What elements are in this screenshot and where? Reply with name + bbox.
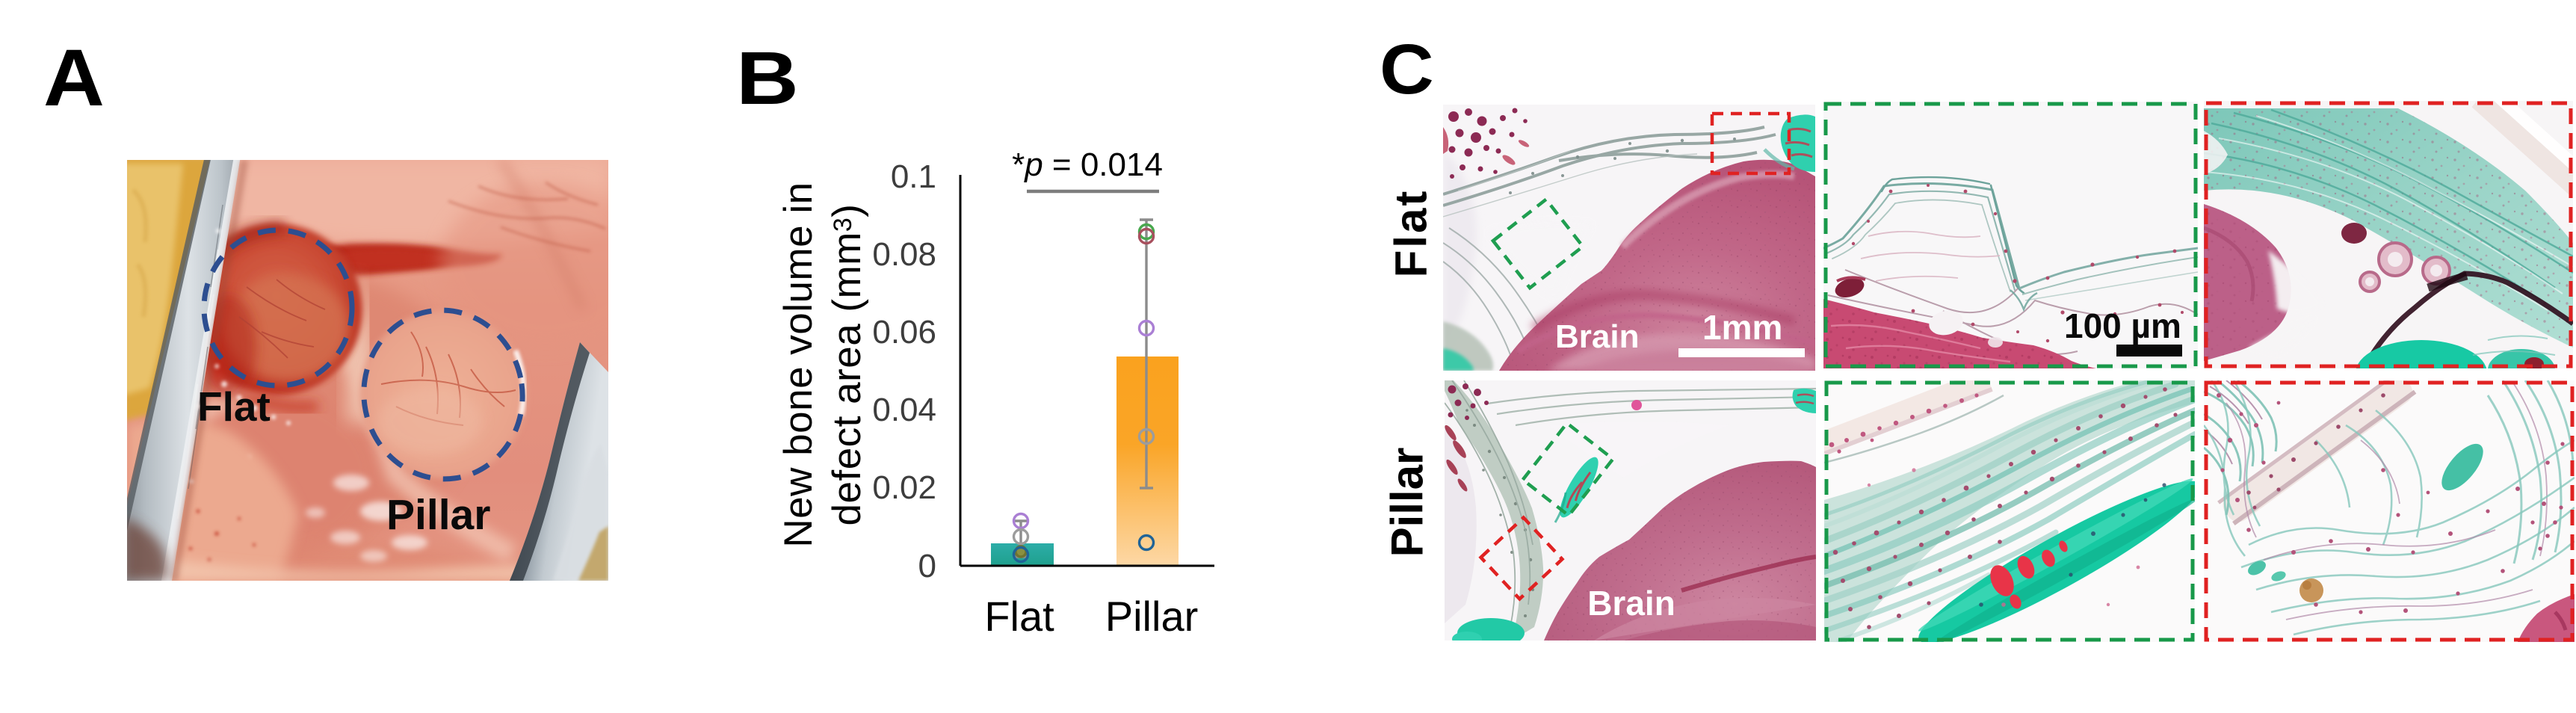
svg-text:0.06: 0.06	[872, 314, 936, 351]
svg-text:Pillar: Pillar	[386, 491, 490, 539]
svg-text:0.02: 0.02	[872, 469, 936, 506]
svg-text:Flat: Flat	[984, 593, 1054, 640]
svg-text:0.08: 0.08	[872, 236, 936, 273]
svg-text:Brain: Brain	[1587, 584, 1675, 623]
svg-text:Brain: Brain	[1555, 318, 1639, 355]
svg-text:100 µm: 100 µm	[2064, 306, 2181, 345]
svg-text:0: 0	[918, 548, 936, 584]
svg-text:0.04: 0.04	[872, 392, 936, 428]
svg-text:0.1: 0.1	[891, 158, 936, 195]
svg-text:Flat: Flat	[197, 383, 271, 430]
svg-text:*p = 0.014: *p = 0.014	[1012, 146, 1163, 183]
svg-text:Pillar: Pillar	[1105, 593, 1198, 640]
svg-text:1mm: 1mm	[1702, 308, 1782, 347]
